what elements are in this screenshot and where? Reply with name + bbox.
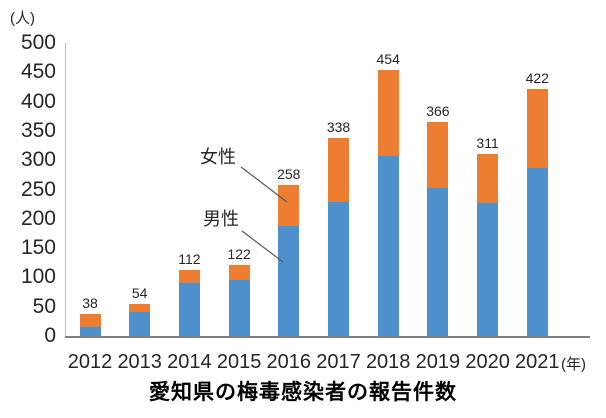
x-axis-label-2016: 2016 bbox=[266, 351, 312, 373]
y-axis-tick-100: 100 bbox=[20, 265, 56, 289]
bar-2018-male-segment bbox=[377, 156, 399, 336]
bar-2021-total-label: 422 bbox=[525, 69, 549, 86]
bar-2019-male-segment bbox=[427, 188, 449, 336]
bar-2016-male-segment bbox=[278, 225, 300, 336]
bar-2012-female-segment bbox=[79, 313, 101, 327]
bar-2014-female-segment bbox=[178, 270, 200, 283]
bar-2018-total-label: 454 bbox=[376, 51, 400, 67]
y-axis-tick-200: 200 bbox=[20, 206, 56, 230]
x-axis-label-2018: 2018 bbox=[365, 351, 411, 373]
bar-2017-female-segment bbox=[328, 137, 349, 202]
x-axis-label-2020: 2020 bbox=[465, 351, 510, 373]
x-axis-line bbox=[65, 336, 590, 338]
x-axis-label-2017: 2017 bbox=[316, 351, 361, 373]
bar-2014-male-segment bbox=[178, 282, 200, 336]
y-axis-line bbox=[65, 43, 66, 336]
bar-2012-total-label: 38 bbox=[82, 294, 98, 311]
annotation-male-label: 男性 bbox=[203, 209, 239, 229]
x-axis-label-2019: 2019 bbox=[415, 351, 461, 373]
bar-2017-total-label: 338 bbox=[326, 118, 351, 135]
y-axis-tick-450: 450 bbox=[20, 60, 56, 84]
bar-2019-total-label: 366 bbox=[426, 102, 450, 119]
y-axis-unit-label: (人) bbox=[10, 10, 35, 27]
bar-2016-female-segment bbox=[278, 184, 300, 226]
y-axis-tick-400: 400 bbox=[20, 89, 56, 113]
y-axis-tick-150: 150 bbox=[20, 236, 56, 260]
x-axis-label-2012: 2012 bbox=[67, 351, 113, 373]
bar-2014-total-label: 112 bbox=[178, 251, 201, 268]
x-axis-label-2015: 2015 bbox=[216, 351, 262, 373]
bar-2018-female-segment bbox=[377, 70, 399, 157]
bar-2013-female-segment bbox=[129, 304, 151, 312]
bar-2012-male-segment bbox=[79, 326, 101, 336]
bar-2021-male-segment bbox=[526, 168, 548, 336]
y-axis-tick-300: 300 bbox=[20, 148, 56, 172]
y-axis-tick-250: 250 bbox=[20, 177, 56, 201]
bar-2015-female-segment bbox=[228, 264, 250, 281]
bar-2020-total-label: 311 bbox=[476, 134, 499, 151]
bar-2015-male-segment bbox=[228, 280, 250, 336]
bar-2017-male-segment bbox=[328, 201, 349, 336]
y-axis-tick-500: 500 bbox=[20, 31, 56, 54]
chart-title: 愛知県の梅毒感染者の報告件数 bbox=[149, 381, 457, 404]
bar-2016-total-label: 258 bbox=[277, 165, 301, 182]
bar-2013-male-segment bbox=[129, 312, 151, 336]
bar-2020-male-segment bbox=[477, 203, 499, 336]
bar-2021-female-segment bbox=[526, 88, 548, 169]
bar-2015-total-label: 122 bbox=[227, 245, 251, 262]
x-axis-unit-label: (年) bbox=[561, 356, 586, 373]
bar-2013-total-label: 54 bbox=[131, 285, 148, 302]
x-axis-label-2014: 2014 bbox=[167, 351, 212, 373]
y-axis-tick-0: 0 bbox=[44, 324, 56, 347]
bar-2019-female-segment bbox=[427, 121, 449, 189]
y-axis-tick-350: 350 bbox=[20, 118, 56, 142]
x-axis-label-2013: 2013 bbox=[117, 351, 162, 373]
y-axis-tick-50: 50 bbox=[32, 294, 56, 318]
bar-2020-female-segment bbox=[477, 153, 499, 203]
x-axis-label-2021: 2021 bbox=[515, 351, 560, 373]
annotation-female-label: 女性 bbox=[200, 147, 236, 167]
